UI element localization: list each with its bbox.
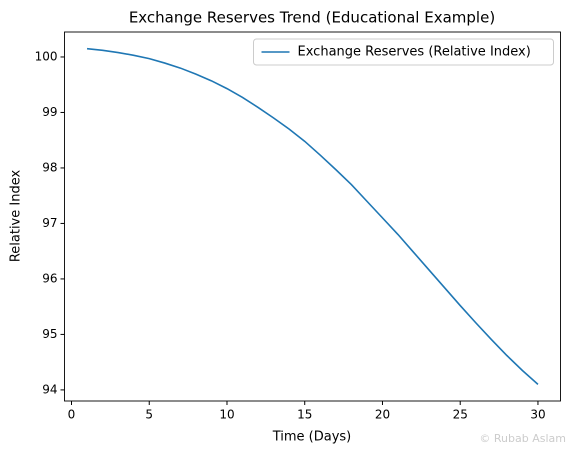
- y-tick-label: 97: [42, 216, 57, 230]
- x-tick-label: 5: [145, 408, 153, 422]
- x-tick-label: 25: [453, 408, 468, 422]
- y-tick-label: 99: [42, 105, 57, 119]
- legend-label: Exchange Reserves (Relative Index): [298, 45, 531, 60]
- x-tick-label: 20: [375, 408, 390, 422]
- chart-title: Exchange Reserves Trend (Educational Exa…: [129, 9, 495, 27]
- plot-frame: [64, 31, 561, 402]
- y-tick-label: 95: [42, 327, 57, 341]
- x-axis-label: Time (Days): [272, 430, 352, 445]
- line: [86, 47, 539, 385]
- x-tick-label: 30: [530, 408, 545, 422]
- y-tick-label: 96: [42, 271, 57, 285]
- y-tick-label: 100: [35, 49, 58, 63]
- y-tick-label: 94: [42, 382, 57, 396]
- x-tick-label: 0: [68, 408, 76, 422]
- watermark: © Rubab Aslam: [479, 432, 566, 445]
- legend-box: [253, 38, 554, 66]
- x-tick-label: 15: [297, 408, 312, 422]
- x-tick-label: 10: [219, 408, 234, 422]
- y-axis-label: Relative Index: [9, 170, 24, 263]
- y-tick-label: 98: [42, 160, 57, 174]
